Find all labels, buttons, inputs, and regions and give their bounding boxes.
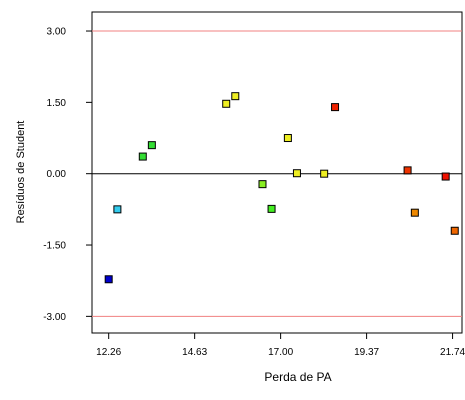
data-point-13 (410, 208, 419, 217)
x-tick-label: 14.63 (182, 347, 207, 358)
data-point-11 (331, 103, 340, 112)
data-point-2 (138, 152, 147, 161)
x-tick-label: 12.26 (96, 347, 121, 358)
y-tick-label: -3.00 (43, 312, 66, 323)
data-point-6 (258, 180, 267, 189)
data-point-4 (222, 99, 231, 108)
y-tick-label: -1.50 (43, 241, 66, 252)
data-point-7 (267, 204, 276, 213)
data-point-12 (403, 166, 412, 175)
data-points (104, 92, 459, 284)
data-point-0 (104, 275, 113, 284)
data-point-8 (283, 134, 292, 143)
reference-lines (92, 30, 462, 317)
data-point-9 (292, 169, 301, 178)
plot-frame (91, 11, 463, 334)
y-tick-label: 0.00 (47, 169, 67, 180)
x-tick-label: 19.37 (354, 347, 379, 358)
x-tick-label: 17.00 (268, 347, 293, 358)
data-point-10 (320, 169, 329, 178)
data-point-5 (231, 92, 240, 101)
data-point-15 (450, 226, 459, 235)
data-point-14 (441, 172, 450, 181)
x-axis-title: Perda de PA (264, 370, 331, 384)
x-axis-ticks: 12.26 14.63 17.00 19.37 21.74 (96, 333, 465, 358)
y-axis-ticks: 3.00 1.50 0.00 -1.50 -3.00 (43, 27, 92, 323)
y-tick-label: 1.50 (47, 98, 67, 109)
x-tick-label: 21.74 (440, 347, 465, 358)
y-tick-label: 3.00 (47, 27, 67, 38)
data-point-3 (147, 141, 156, 150)
data-point-1 (113, 205, 122, 214)
y-axis-title: Resíduos de Student (15, 121, 27, 224)
